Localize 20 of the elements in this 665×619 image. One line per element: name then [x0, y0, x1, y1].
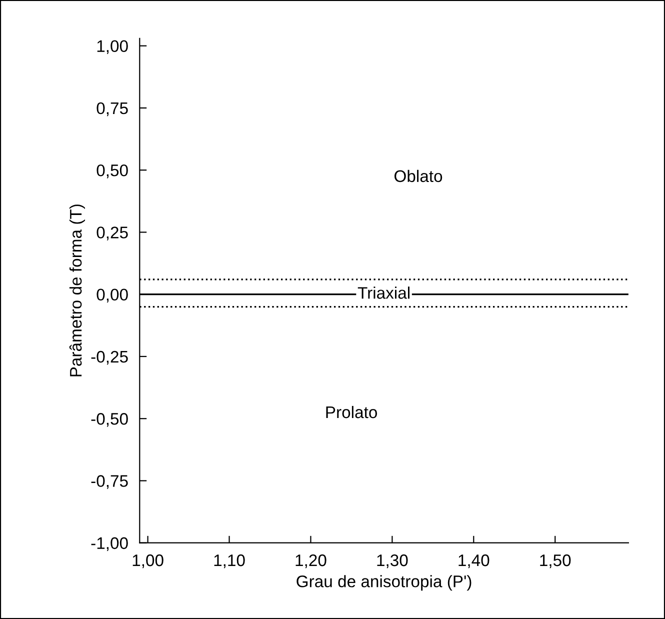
y-tick-label: 0,75	[96, 102, 128, 116]
y-tick-label: 1,00	[97, 40, 128, 54]
y-tick-label: 0,00	[96, 288, 128, 303]
x-axis-title: Grau de anisotropia (P')	[296, 575, 472, 591]
y-tick-label: 0,25	[96, 226, 128, 240]
annotation: Prolato	[326, 406, 377, 418]
annotation: Oblato	[394, 170, 442, 182]
x-tick-label: 1,10	[214, 554, 245, 568]
x-tick-label: 1,30	[377, 554, 408, 568]
y-tick-label: -1,00	[91, 537, 128, 552]
x-tick-label: 1,00	[132, 554, 164, 568]
y-tick-label: 0,50	[96, 164, 128, 178]
y-axis-title: Parâmetro de forma (T)	[69, 204, 85, 376]
x-tick-label: 1,40	[458, 554, 490, 568]
x-tick-label: 1,20	[296, 554, 326, 568]
y-tick-label: -0,75	[91, 475, 128, 489]
ref-line-label: Triaxial	[358, 286, 410, 299]
y-tick-label: -0,25	[91, 350, 128, 365]
y-tick-label: -0,50	[91, 413, 128, 427]
x-tick-label: 1,50	[540, 554, 571, 568]
